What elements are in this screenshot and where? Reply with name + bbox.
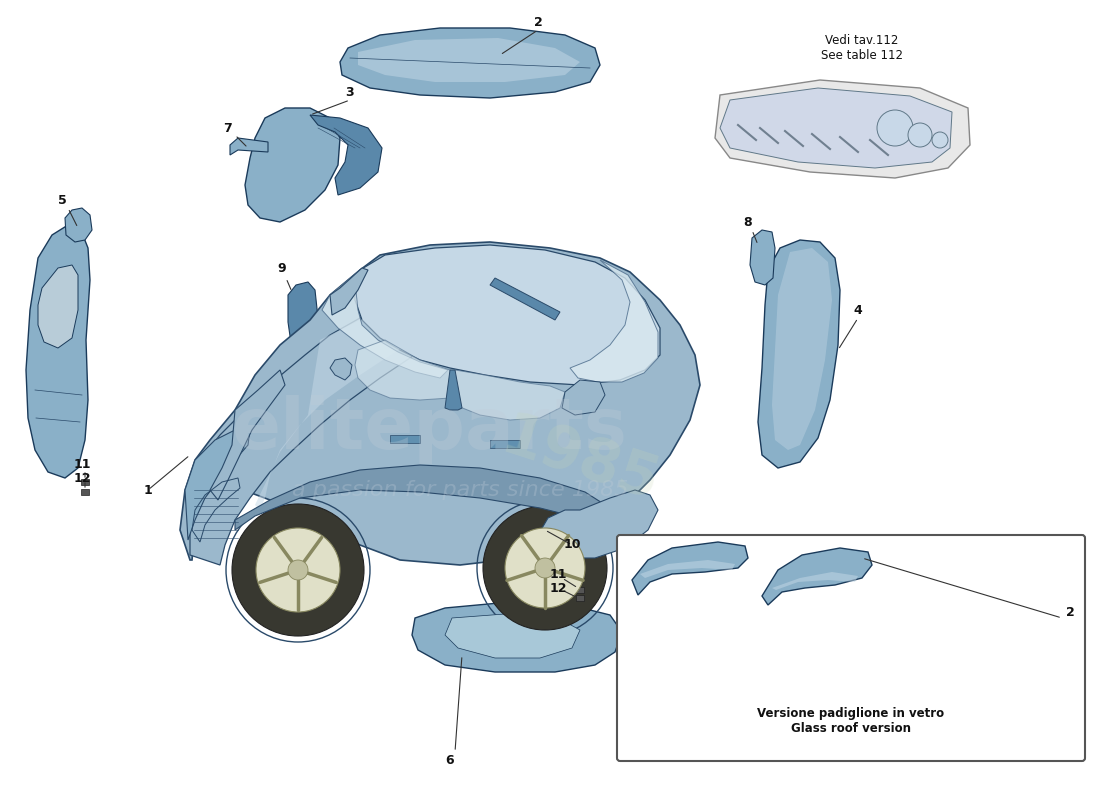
Circle shape (483, 506, 607, 630)
Polygon shape (762, 548, 872, 605)
Text: 2: 2 (534, 15, 542, 29)
Polygon shape (355, 340, 455, 400)
Polygon shape (39, 265, 78, 348)
Polygon shape (190, 298, 455, 565)
Bar (81, 479, 89, 485)
Circle shape (256, 528, 340, 612)
Polygon shape (720, 88, 952, 168)
Polygon shape (310, 115, 382, 195)
Text: 1: 1 (144, 483, 153, 497)
Polygon shape (245, 108, 340, 222)
Polygon shape (490, 278, 560, 320)
Polygon shape (772, 572, 858, 590)
FancyBboxPatch shape (617, 535, 1085, 761)
Text: 6: 6 (446, 754, 454, 766)
Polygon shape (358, 38, 580, 82)
Text: 7: 7 (223, 122, 232, 134)
Text: 11: 11 (549, 569, 566, 582)
Text: 8: 8 (744, 215, 752, 229)
Bar (576, 595, 584, 601)
Polygon shape (26, 225, 90, 478)
Polygon shape (340, 28, 600, 98)
Polygon shape (570, 260, 658, 382)
Text: Vedi tav.112
See table 112: Vedi tav.112 See table 112 (821, 34, 903, 62)
Polygon shape (330, 268, 369, 315)
Text: 1985: 1985 (494, 408, 667, 512)
Polygon shape (538, 490, 658, 558)
Circle shape (877, 110, 913, 146)
Circle shape (932, 132, 948, 148)
Circle shape (288, 560, 308, 580)
Polygon shape (180, 242, 700, 565)
Bar (490, 440, 520, 448)
Polygon shape (355, 245, 660, 385)
Text: 3: 3 (345, 86, 354, 98)
Text: a passion for parts since 1985: a passion for parts since 1985 (292, 480, 628, 500)
Text: 4: 4 (854, 303, 862, 317)
Circle shape (535, 558, 556, 578)
Text: 12: 12 (74, 471, 90, 485)
Polygon shape (235, 465, 620, 530)
Text: 5: 5 (57, 194, 66, 206)
Polygon shape (640, 560, 735, 578)
Text: 9: 9 (277, 262, 286, 274)
Polygon shape (255, 305, 448, 510)
Text: eliteparts: eliteparts (232, 395, 628, 465)
Polygon shape (750, 230, 776, 285)
Text: 2: 2 (1066, 606, 1075, 618)
Polygon shape (448, 370, 565, 420)
Text: 12: 12 (549, 582, 566, 594)
Bar (576, 587, 584, 593)
Circle shape (505, 528, 585, 608)
Polygon shape (632, 542, 748, 595)
Text: 11: 11 (74, 458, 90, 471)
Polygon shape (715, 80, 970, 178)
Polygon shape (210, 370, 285, 500)
Polygon shape (758, 240, 840, 468)
Polygon shape (772, 248, 832, 450)
Bar (390, 435, 420, 443)
Polygon shape (412, 602, 622, 672)
Polygon shape (322, 270, 448, 378)
Bar (81, 489, 89, 495)
Text: 10: 10 (563, 538, 581, 551)
Polygon shape (446, 614, 580, 658)
Polygon shape (288, 282, 318, 358)
Text: Glass roof version: Glass roof version (791, 722, 911, 735)
Polygon shape (185, 428, 250, 540)
Polygon shape (446, 370, 462, 410)
Polygon shape (330, 358, 352, 380)
Polygon shape (65, 208, 92, 242)
Text: Versione padiglione in vetro: Versione padiglione in vetro (758, 707, 945, 720)
Polygon shape (230, 138, 268, 155)
Circle shape (908, 123, 932, 147)
Polygon shape (562, 380, 605, 415)
Circle shape (232, 504, 364, 636)
